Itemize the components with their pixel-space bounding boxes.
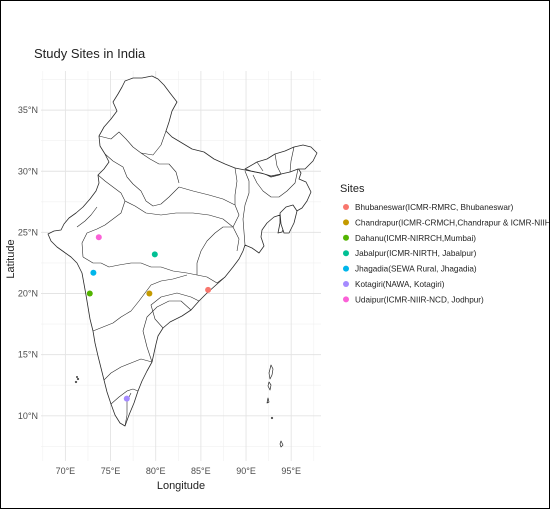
x-tick-label: 80°E [146,466,166,476]
y-tick-label: 10°N [18,411,38,421]
plot-title: Study Sites in India [34,46,146,61]
y-axis-title: Latitude [5,239,17,278]
legend-label: Bhubaneswar(ICMR-RMRC, Bhubaneswar) [355,203,514,212]
x-tick-label: 85°E [191,466,211,476]
site-point [146,290,153,297]
axis-ticks: 70°E 75°E 80°E 85°E 90°E 95°E 10°N 15°N 20°N 25°N… [18,105,301,476]
india-northeast [244,144,318,177]
india-map [47,75,318,448]
site-point [86,290,93,297]
legend-key [343,281,349,287]
legend-items: Bhubaneswar(ICMR-RMRC, Bhubaneswar) Chand… [343,203,549,304]
site-point [123,395,130,402]
site-point [205,286,212,293]
legend: Sites Bhubaneswar(ICMR-RMRC, Bhubaneswar… [340,183,549,304]
y-tick-label: 15°N [18,350,38,360]
legend-key [343,204,349,210]
y-tick-label: 25°N [18,227,38,237]
legend-label: Dahanu(ICMR-NIRRCH,Mumbai) [355,234,476,243]
legend-key [343,250,349,257]
india-mainland [47,75,312,427]
x-axis-title: Longitude [157,480,205,492]
legend-label: Jhagadia(SEWA Rural, Jhagadia) [355,265,477,274]
y-tick-label: 20°N [18,289,38,299]
y-tick-label: 35°N [18,105,38,115]
legend-label: Udaipur(ICMR-NIIR-NCD, Jodhpur) [355,295,484,304]
x-tick-label: 75°E [101,466,121,476]
islands [74,364,284,448]
state-boundaries [76,130,299,427]
legend-key [343,234,349,241]
legend-key [343,219,349,226]
x-tick-label: 90°E [236,466,256,476]
x-tick-label: 70°E [56,466,76,476]
legend-key [343,265,349,272]
legend-label: Chandrapur(ICMR-CRMCH,Chandrapur & ICMR-… [355,218,549,227]
legend-label: Kotagiri(NAWA, Kotagiri) [355,280,445,289]
legend-key [343,296,349,303]
site-point [90,269,97,276]
mizoram-tripura [279,204,298,234]
y-tick-label: 30°N [18,166,38,176]
site-point [95,234,102,241]
legend-title: Sites [340,183,365,195]
site-point [151,251,158,258]
x-tick-label: 95°E [281,466,301,476]
legend-label: Jabalpur(ICMR-NIRTH, Jabalpur) [355,249,477,258]
site-points [86,234,212,402]
